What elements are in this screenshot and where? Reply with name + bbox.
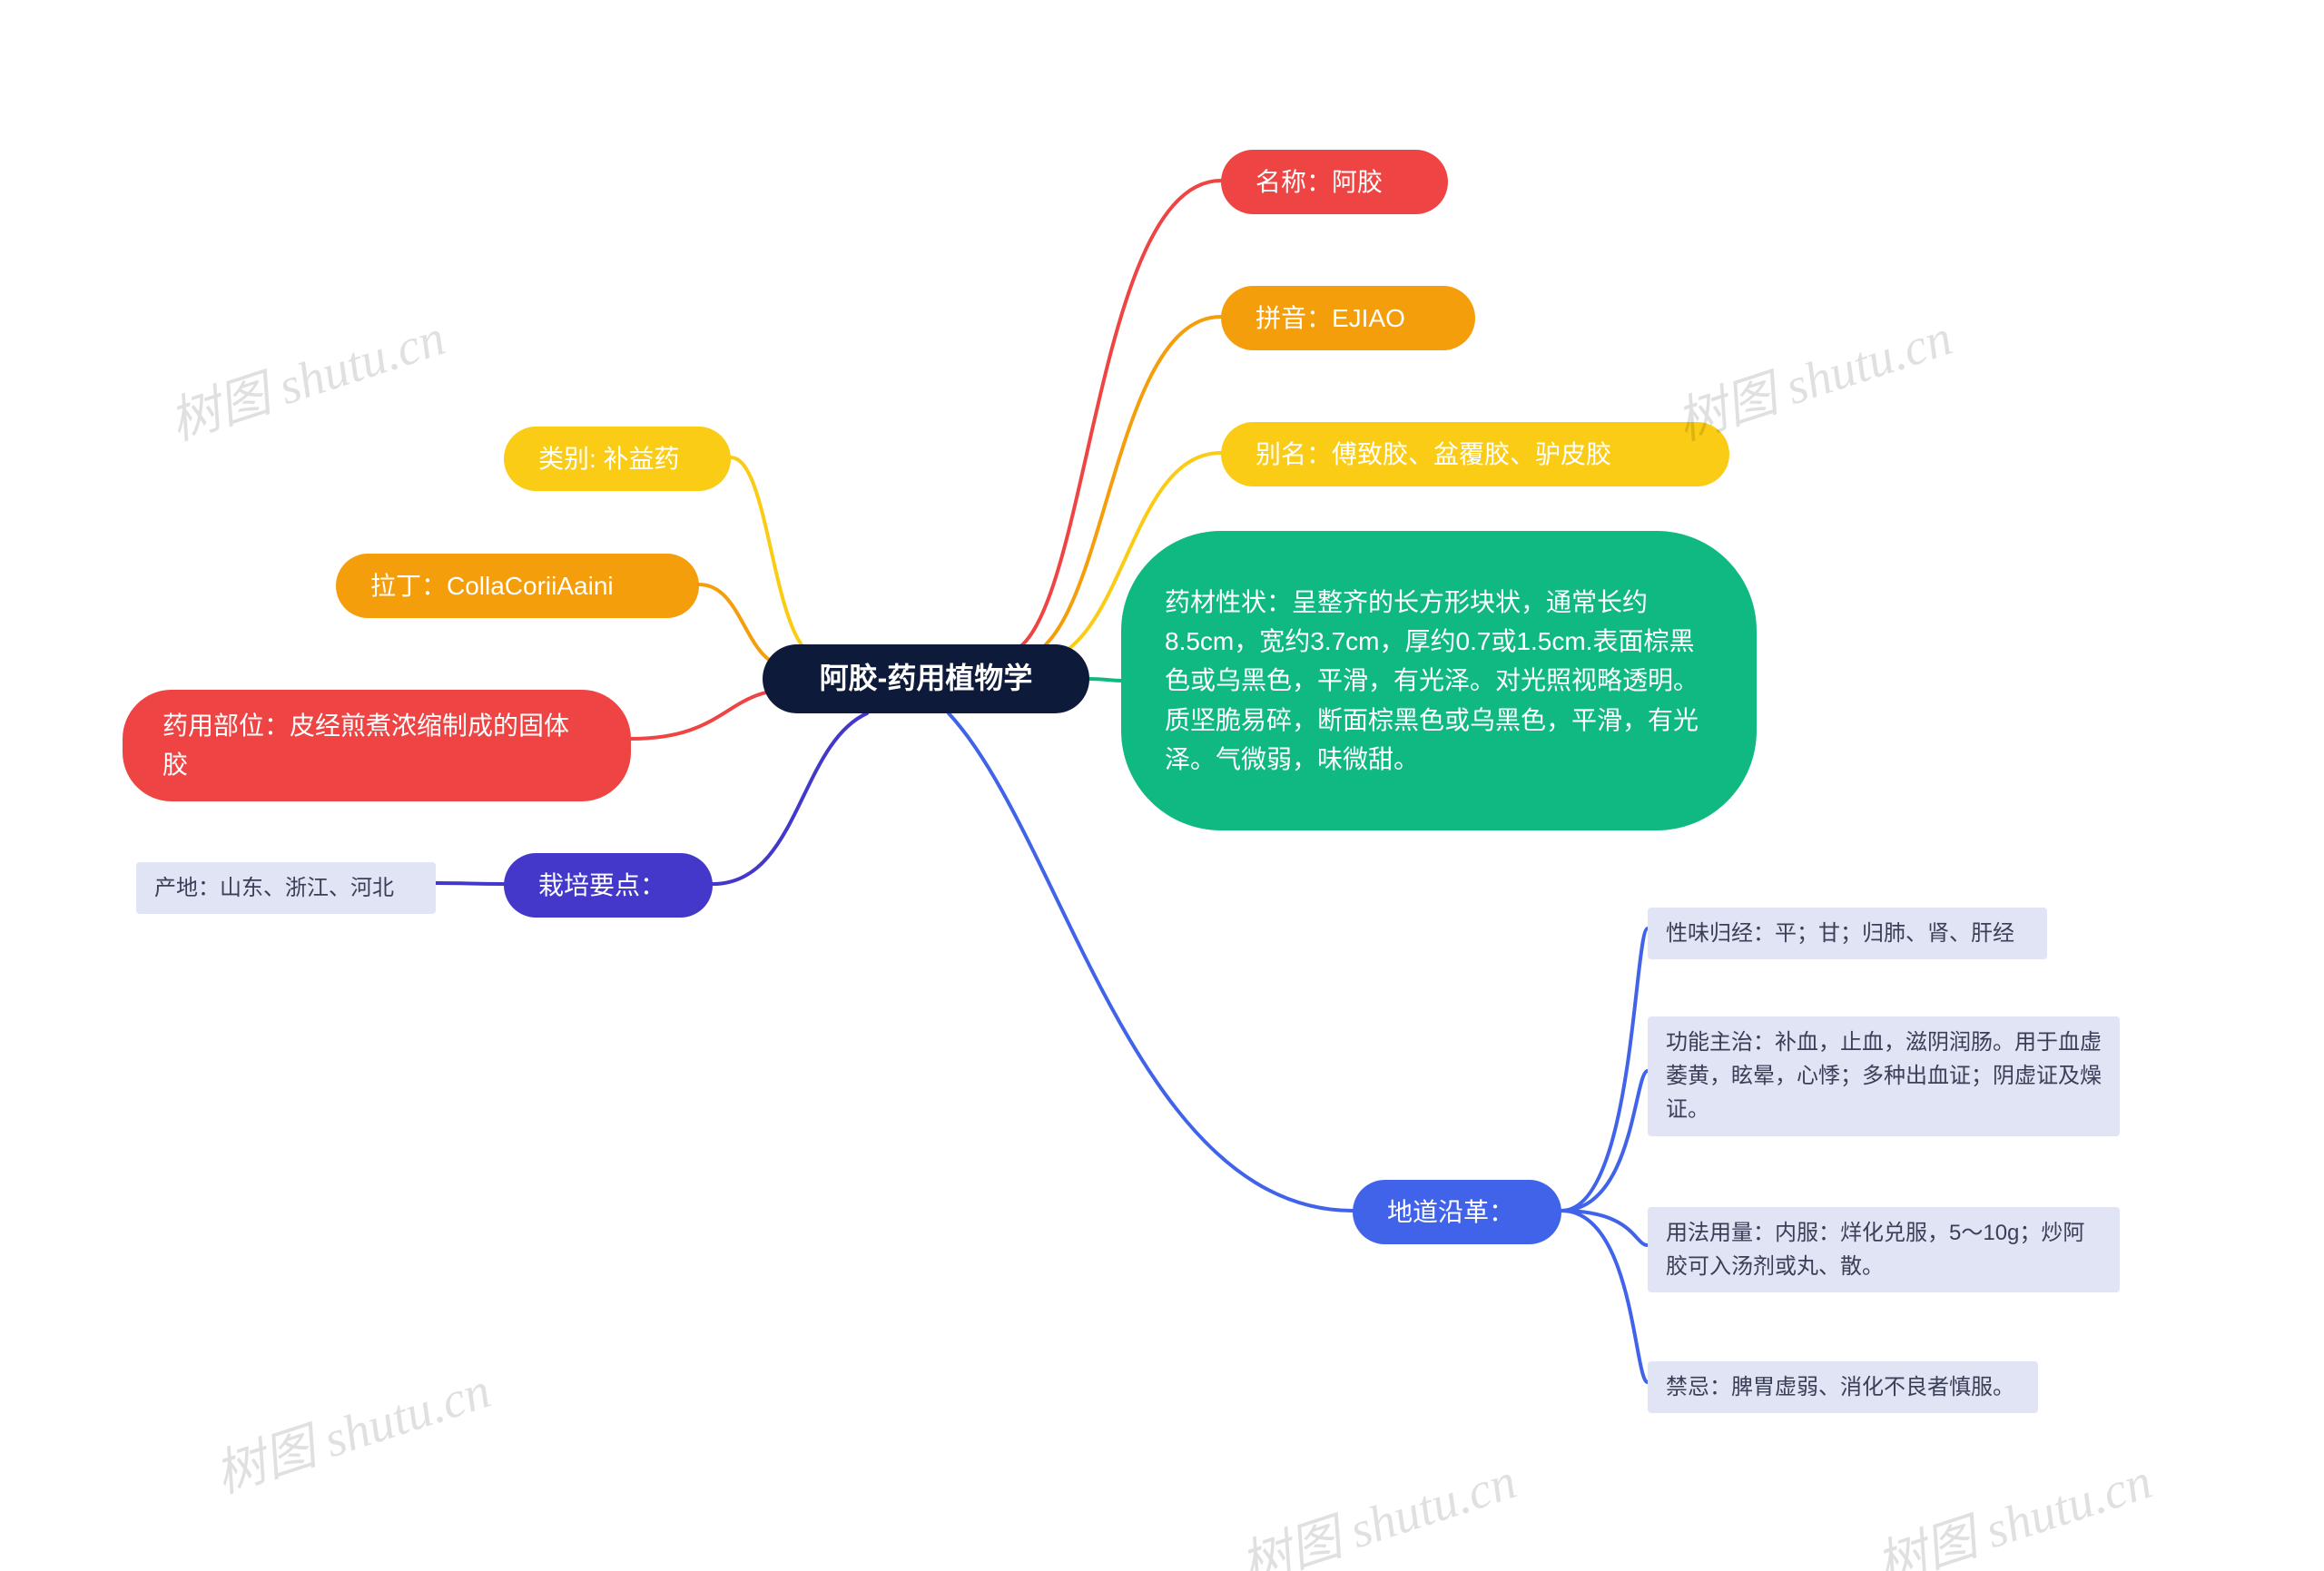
branch-alias[interactable]: 别名：傅致胶、盆覆胶、驴皮胶 [1221, 422, 1729, 486]
leaf-jinji[interactable]: 禁忌：脾胃虚弱、消化不良者慎服。 [1648, 1361, 2038, 1413]
leaf-label-yongfa: 用法用量：内服：烊化兑服，5～10g；炒阿胶可入汤剂或丸、散。 [1666, 1221, 2084, 1279]
leaf-label-chandi: 产地：山东、浙江、河北 [154, 876, 394, 900]
branch-label-character: 药材性状：呈整齐的长方形块状，通常长约8.5cm，宽约3.7cm，厚约0.7或1… [1165, 583, 1713, 780]
leaf-xingwei[interactable]: 性味归经：平；甘；归肺、肾、肝经 [1648, 908, 2047, 959]
branch-name[interactable]: 名称：阿胶 [1221, 150, 1448, 214]
branch-label-latin: 拉丁：CollaCoriiAaini [370, 566, 614, 605]
branch-label-cultivate: 栽培要点： [538, 866, 665, 905]
branch-label-alias: 别名：傅致胶、盆覆胶、驴皮胶 [1256, 435, 1611, 474]
branch-pinyin[interactable]: 拼音：EJIAO [1221, 286, 1475, 350]
leaf-chandi[interactable]: 产地：山东、浙江、河北 [136, 862, 436, 914]
branch-label-name: 名称：阿胶 [1256, 162, 1383, 201]
watermark: 树图 shutu.cn [1866, 1440, 2160, 1571]
branch-category[interactable]: 类别: 补益药 [504, 427, 731, 491]
branch-label-part: 药用部位：皮经煎煮浓缩制成的固体胶 [162, 706, 589, 785]
root-label: 阿胶-药用植物学 [820, 656, 1033, 702]
branch-label-pinyin: 拼音：EJIAO [1256, 299, 1405, 338]
leaf-label-gongneng: 功能主治：补血，止血，滋阴润肠。用于血虚萎黄，眩晕，心悸；多种出血证；阴虚证及燥… [1666, 1030, 2102, 1122]
branch-part[interactable]: 药用部位：皮经煎煮浓缩制成的固体胶 [123, 690, 631, 801]
branch-latin[interactable]: 拉丁：CollaCoriiAaini [336, 554, 699, 618]
root-node[interactable]: 阿胶-药用植物学 [763, 644, 1089, 713]
watermark: 树图 shutu.cn [1230, 1440, 1524, 1571]
branch-cultivate[interactable]: 栽培要点： [504, 853, 713, 918]
watermark: 树图 shutu.cn [159, 297, 453, 455]
branch-label-category: 类别: 补益药 [538, 439, 680, 478]
leaf-gongneng[interactable]: 功能主治：补血，止血，滋阴润肠。用于血虚萎黄，眩晕，心悸；多种出血证；阴虚证及燥… [1648, 1016, 2120, 1136]
watermark: 树图 shutu.cn [204, 1350, 498, 1507]
leaf-yongfa[interactable]: 用法用量：内服：烊化兑服，5～10g；炒阿胶可入汤剂或丸、散。 [1648, 1207, 2120, 1292]
branch-history[interactable]: 地道沿革： [1353, 1180, 1561, 1244]
leaf-label-xingwei: 性味归经：平；甘；归肺、肾、肝经 [1666, 921, 2014, 946]
leaf-label-jinji: 禁忌：脾胃虚弱、消化不良者慎服。 [1666, 1375, 2014, 1399]
branch-label-history: 地道沿革： [1387, 1193, 1514, 1232]
branch-character[interactable]: 药材性状：呈整齐的长方形块状，通常长约8.5cm，宽约3.7cm，厚约0.7或1… [1121, 531, 1757, 830]
